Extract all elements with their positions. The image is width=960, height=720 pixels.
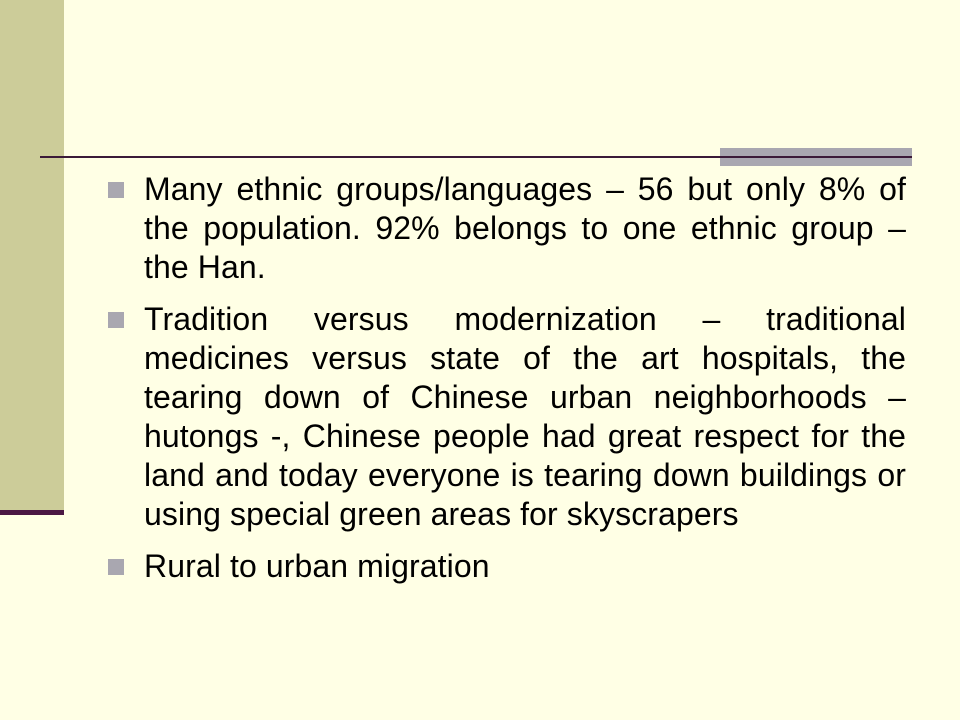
square-bullet-icon <box>108 182 124 198</box>
square-bullet-icon <box>108 559 124 575</box>
bullet-text: Tradition versus modernization – traditi… <box>144 301 906 532</box>
title-divider-line <box>40 156 912 158</box>
side-decorative-bar <box>0 0 64 512</box>
bullet-item-tradition-modernization: Tradition versus modernization – traditi… <box>106 300 906 534</box>
accent-bar <box>720 148 912 166</box>
square-bullet-icon <box>108 312 124 328</box>
bullet-text: Many ethnic groups/languages – 56 but on… <box>144 171 906 285</box>
bullet-list: Many ethnic groups/languages – 56 but on… <box>106 170 906 599</box>
side-bar-underline <box>0 510 64 515</box>
bullet-item-ethnic-groups: Many ethnic groups/languages – 56 but on… <box>106 170 906 287</box>
bullet-text: Rural to urban migration <box>144 548 490 584</box>
bullet-item-rural-urban-migration: Rural to urban migration <box>106 547 906 586</box>
